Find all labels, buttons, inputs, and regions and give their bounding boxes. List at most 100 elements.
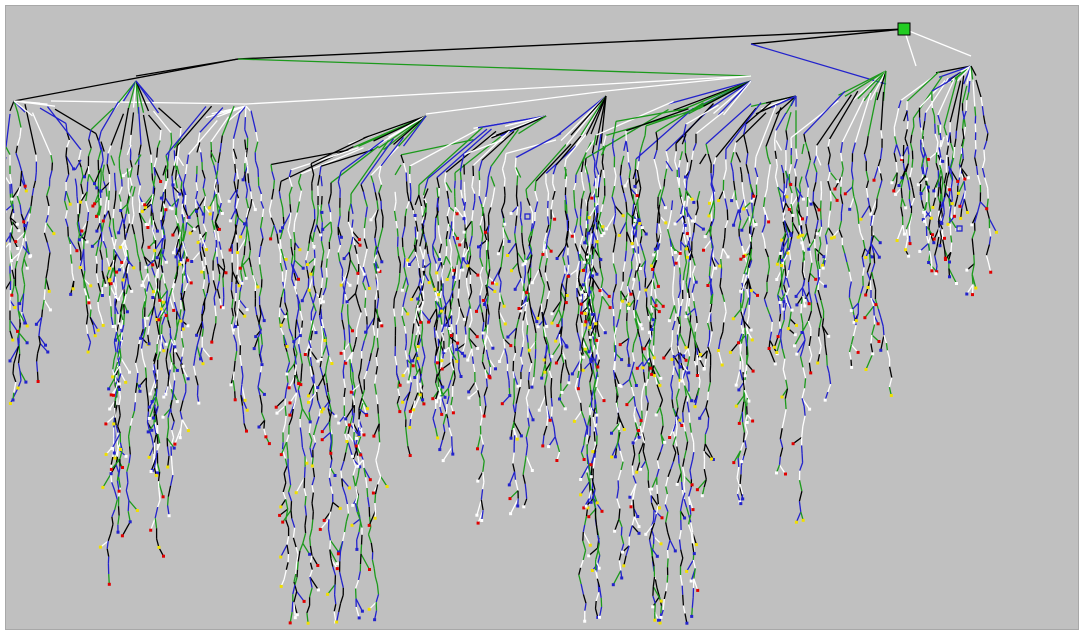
tree-edge [908,216,912,226]
tree-edge [140,337,145,349]
tree-edge [640,390,644,401]
tree-edge [405,181,408,192]
tree-edge [515,132,562,159]
tree-edge [633,414,637,423]
tree-edge [436,376,440,387]
tree-edge [632,205,637,217]
tree-edge [600,204,604,213]
tree-edge [357,455,361,467]
tree-edge [166,505,170,516]
tree-edge [282,491,287,500]
tree-edge [22,284,26,294]
tree-edge [613,335,617,346]
tree-edge [360,138,395,185]
tree-edge [313,258,316,266]
tree-edge [111,516,114,525]
tree-edge [279,198,284,208]
tree-edge [309,545,313,556]
tree-edge [278,181,282,192]
tree-edge [602,169,606,179]
tree-edge [864,305,875,319]
tree-edge [157,267,160,279]
tree-edge [487,241,490,250]
tree-edge [634,158,637,170]
tree-edge [77,221,81,232]
tree-edge [105,196,108,205]
tree-edge [434,355,437,364]
tree-edge [6,146,11,156]
tree-edge [235,208,239,218]
tree-edge [278,307,281,318]
tree-edge [582,594,587,604]
tree-edge [595,570,598,579]
tree-edge [86,181,89,192]
tree-edge [119,303,123,312]
tree-edge [445,404,448,415]
tree-edge [245,198,250,209]
tree-edge [449,257,453,268]
tree-edge [300,363,303,373]
tree-edge [656,139,659,151]
tree-edge [407,371,412,383]
tree-edge [279,327,285,336]
tree-edge [820,191,823,201]
tree-edge [154,518,158,529]
tree-edge [373,610,378,620]
tree-edge [63,190,67,201]
tree-edge [873,306,875,316]
tree-edge [817,289,822,301]
tree-edge [397,380,400,389]
tree-edge [150,216,153,226]
tree-edge [775,140,783,151]
tree-edge [357,436,362,445]
tree-edge [290,510,293,519]
tree-edge [155,388,158,397]
tree-edge [256,314,260,323]
tree-edge [448,336,451,348]
tree-edge [445,255,455,271]
tree-edge [362,459,365,469]
tree-edge [438,233,443,244]
tree-edge [679,306,682,317]
tree-edge [322,287,327,296]
tree-edge [46,186,51,196]
tree-edge [750,43,887,85]
tree-edge [184,282,189,292]
tree-edge [546,290,551,300]
tree-edge [656,468,660,478]
tree-edge [719,277,722,287]
tree-edge [405,284,409,293]
tree-edge [595,592,600,602]
tree-edge [629,188,633,197]
tree-edge [687,277,691,289]
tree-edge [838,70,887,96]
tree-edge [114,442,122,459]
tree-edge [679,195,684,206]
tree-edge [781,348,786,359]
tree-edge [420,337,424,347]
tree-edge [148,114,162,131]
tree-edge [601,295,611,308]
tree-edge [530,228,534,237]
tree-edge [525,455,533,471]
tree-edge [434,373,438,384]
tree-edge [216,203,219,214]
tree-edge [767,257,771,267]
tree-edge [158,489,161,501]
tree-edge [692,258,696,266]
tree-edge [708,200,715,217]
tree-edge [481,206,484,217]
tree-edge [404,350,408,360]
tree-edge [258,324,262,335]
tree-edge [763,291,768,300]
tree-edge [400,138,474,156]
tree-edge [688,306,692,316]
tree-edge [155,450,158,458]
tree-edge [653,158,658,170]
tree-edge [236,237,247,253]
tree-edge [248,250,252,258]
tree-edge [814,293,818,303]
tree-edge [184,194,187,205]
tree-edge [364,199,368,207]
tree-edge [424,178,429,189]
